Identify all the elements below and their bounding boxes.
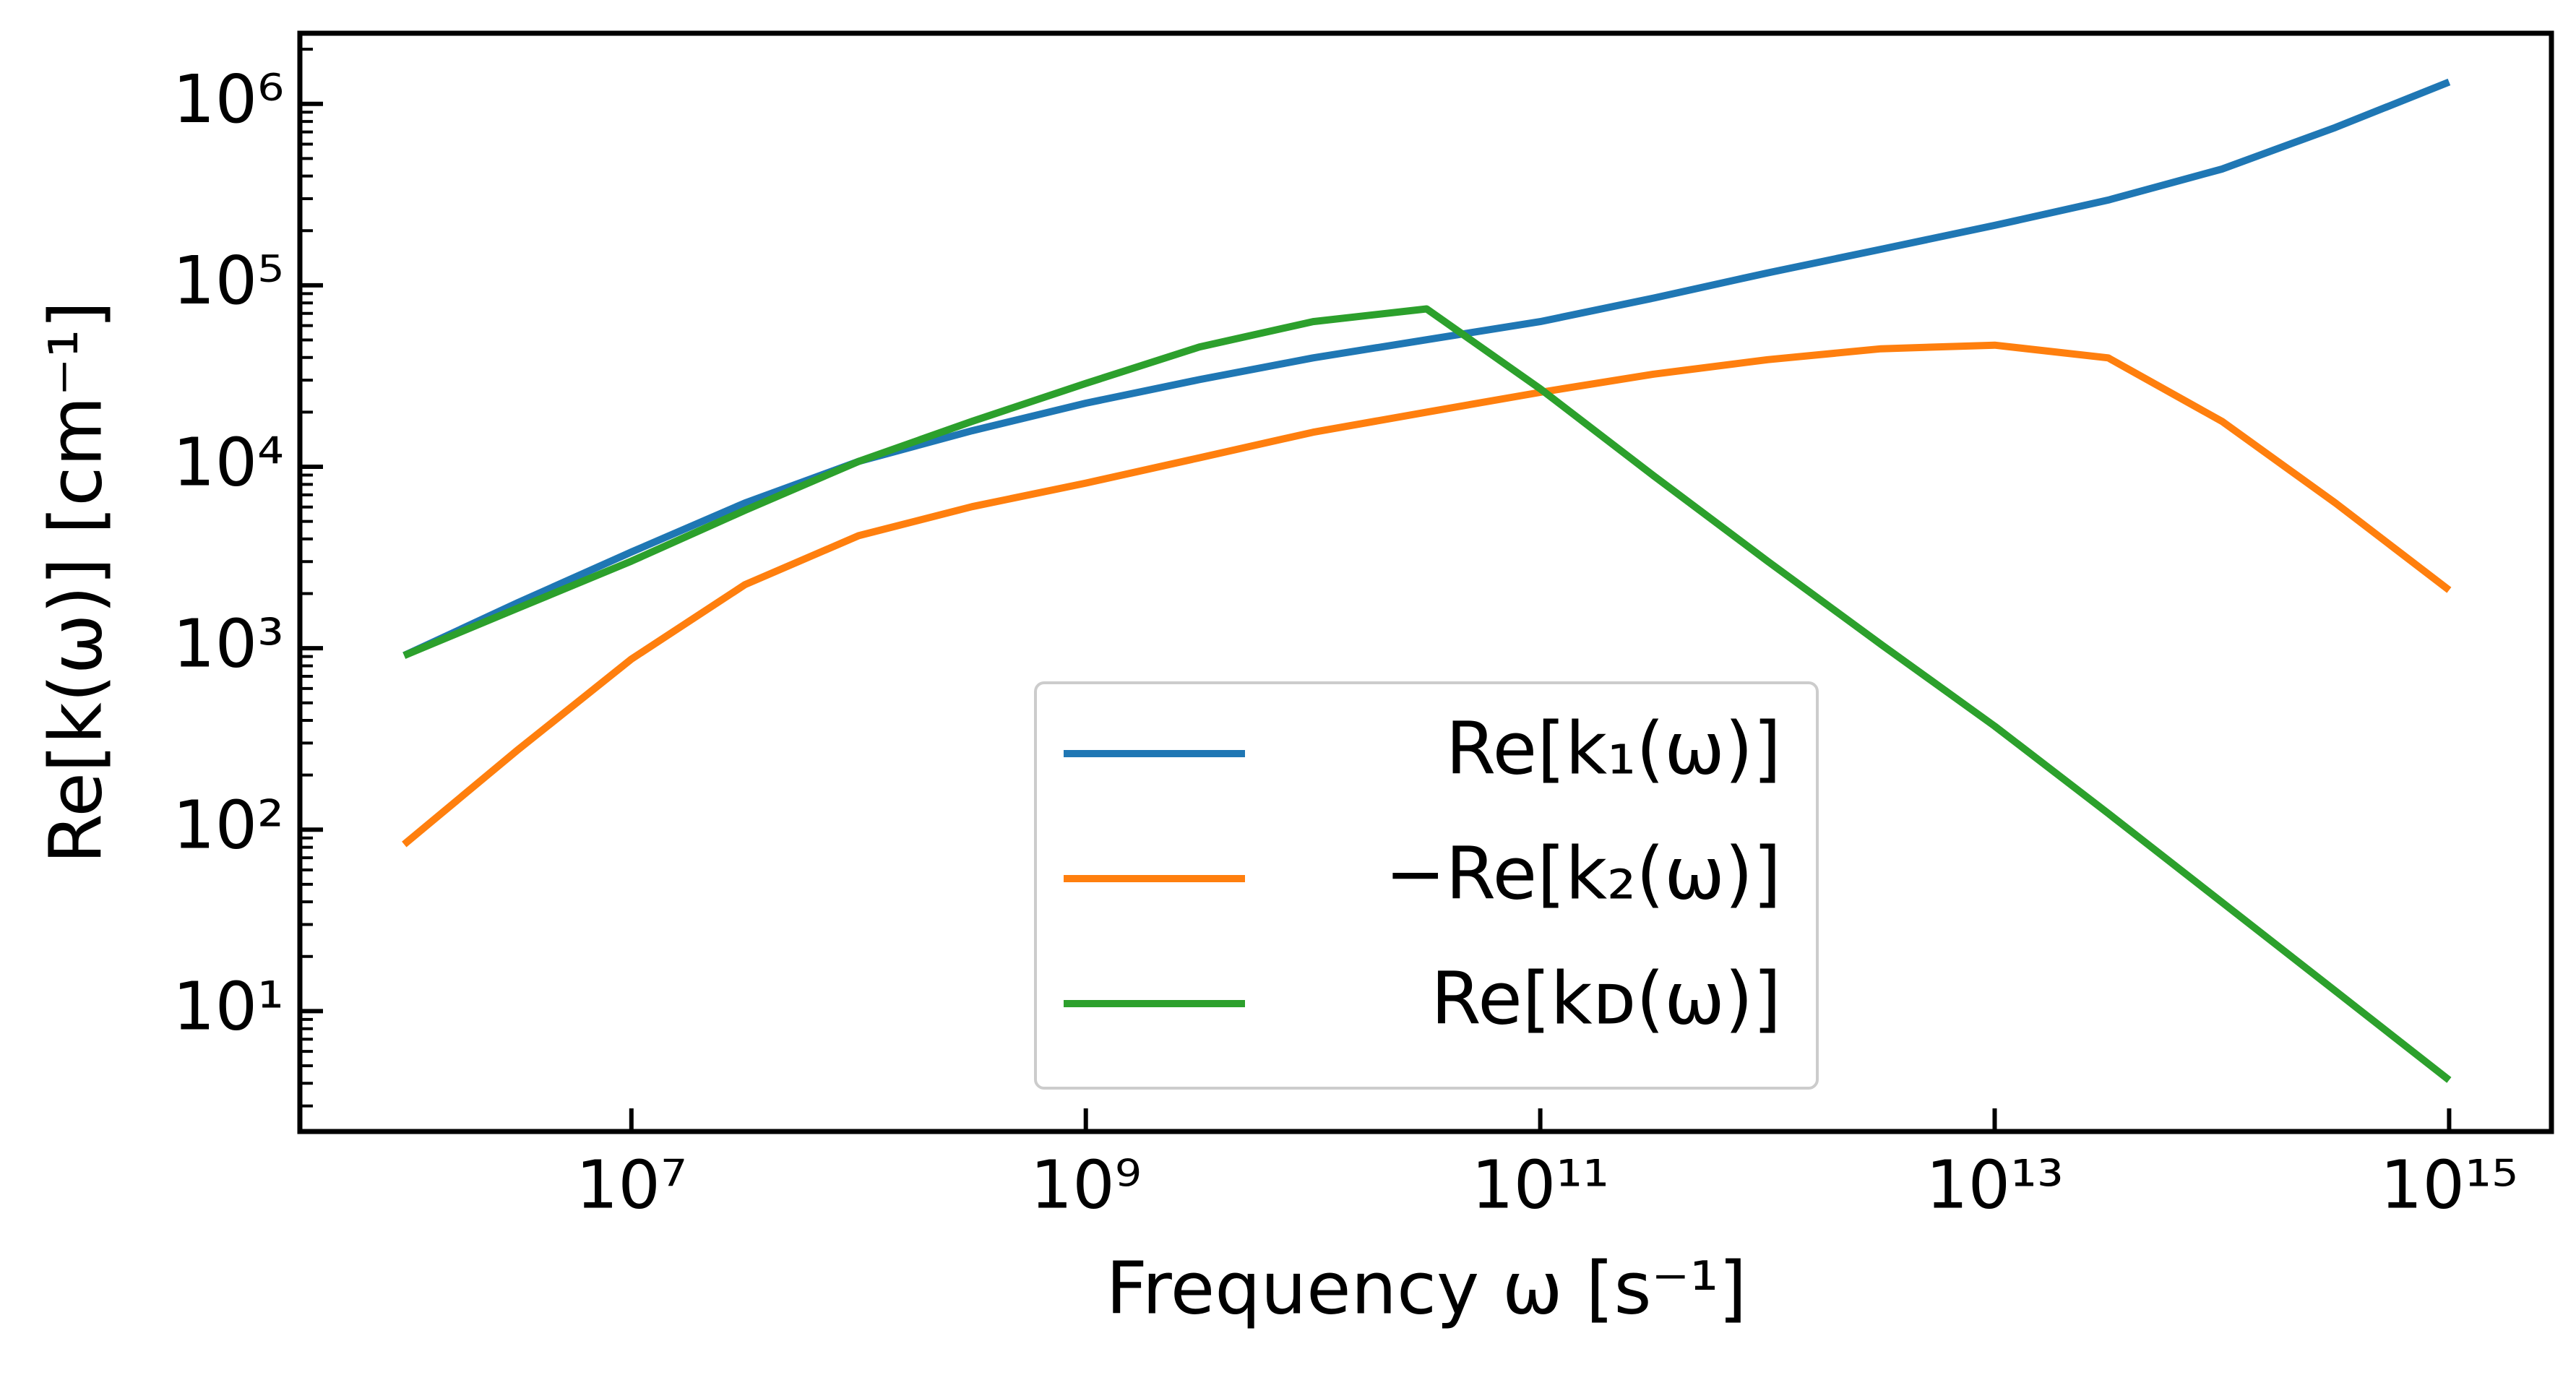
legend-box — [1034, 681, 1819, 1090]
line-series — [402, 305, 2452, 1083]
y-tick-label: 10¹ — [173, 968, 284, 1046]
x-tick-label: 10¹³ — [1926, 1146, 2064, 1223]
x-axis-label: Frequency ω [s⁻¹] — [1106, 1246, 1747, 1330]
legend-label: Re[k₁(ω)] — [1446, 706, 1781, 790]
y-tick-label: 10⁶ — [173, 61, 284, 138]
line-series — [402, 341, 2452, 848]
x-tick-label: 10⁹ — [1030, 1146, 1142, 1223]
y-tick-label: 10² — [173, 787, 284, 864]
y-tick-label: 10⁴ — [173, 423, 284, 501]
x-tick-label: 10⁷ — [576, 1146, 687, 1223]
legend-label: Re[kᴅ(ω)] — [1431, 956, 1781, 1040]
x-tick-label: 10¹¹ — [1471, 1146, 1609, 1223]
x-tick-label: 10¹⁵ — [2380, 1146, 2518, 1223]
plot-frame — [297, 30, 2554, 1134]
legend-label: −Re[k₂(ω)] — [1385, 831, 1781, 915]
y-tick-label: 10⁵ — [173, 242, 284, 319]
y-tick-label: 10³ — [173, 605, 284, 682]
y-axis-label: Re[k(ω)] [cm⁻¹] — [33, 301, 118, 863]
line-series — [402, 78, 2451, 659]
